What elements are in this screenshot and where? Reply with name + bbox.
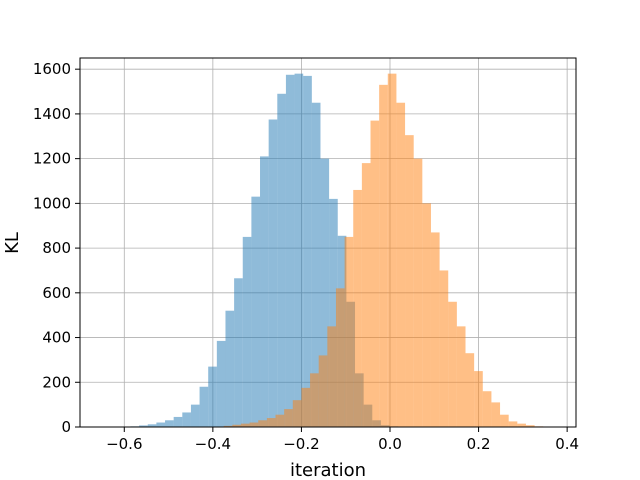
histogram-bar-series-1 — [329, 198, 338, 427]
histogram-bars — [113, 73, 552, 428]
histogram-bar-series-2 — [223, 425, 233, 427]
histogram-bar-series-1 — [156, 422, 166, 427]
y-tick-label: 1400 — [33, 105, 71, 123]
histogram-bar-series-2 — [465, 353, 475, 427]
histogram-bar-series-1 — [242, 236, 252, 427]
histogram-bar-series-2 — [379, 84, 388, 427]
histogram-bar-series-2 — [232, 424, 241, 427]
histogram-bar-series-1 — [260, 156, 269, 427]
histogram-bar-series-2 — [413, 158, 423, 428]
y-tick-label: 600 — [42, 284, 71, 302]
histogram-bar-series-2 — [491, 402, 501, 427]
histogram-bar-series-1 — [208, 366, 217, 427]
histogram-bar-series-1 — [165, 420, 174, 427]
histogram-bar-series-2 — [405, 135, 414, 427]
histogram-bar-series-1 — [199, 386, 209, 427]
y-axis-label: KL — [2, 232, 23, 254]
y-tick-label: 200 — [42, 373, 71, 391]
x-tick-label: −0.6 — [106, 435, 142, 453]
histogram-bar-series-2 — [344, 236, 354, 427]
histogram-bar-series-2 — [430, 232, 440, 427]
histogram-bar-series-1 — [294, 73, 304, 428]
histogram-bar-series-1 — [268, 119, 278, 427]
histogram-bar-series-2 — [500, 414, 509, 427]
histogram-bar-series-2 — [301, 387, 311, 427]
x-tick-label: −0.4 — [195, 435, 231, 453]
histogram-bar-series-1 — [234, 278, 243, 427]
plot-frame — [79, 57, 577, 428]
histogram-bar-series-2 — [508, 421, 518, 427]
histogram-bar-series-1 — [285, 74, 295, 427]
histogram-bar-series-2 — [275, 414, 285, 427]
histogram-bar-series-2 — [396, 102, 406, 428]
x-axis-label: iteration — [290, 460, 366, 480]
histogram-bar-series-2 — [456, 326, 466, 427]
x-tick-label: 0.2 — [467, 435, 491, 453]
histogram-bar-series-2 — [525, 425, 535, 427]
histogram-bar-series-2 — [318, 355, 328, 427]
histogram-bar-series-2 — [258, 420, 267, 427]
histogram-bar-series-2 — [310, 373, 319, 427]
histogram-bar-series-2 — [422, 203, 431, 427]
y-tick-label: 400 — [42, 329, 71, 347]
histogram-bar-series-2 — [284, 409, 293, 427]
histogram-bar-series-1 — [147, 424, 157, 427]
histogram-bar-series-2 — [335, 288, 345, 427]
y-tick-label: 0 — [61, 418, 71, 436]
histogram-bar-series-2 — [292, 400, 302, 427]
histogram-bar-series-2 — [361, 163, 371, 428]
histogram-bar-series-2 — [240, 423, 250, 427]
y-tick-label: 1000 — [33, 194, 71, 212]
y-tick-label: 1600 — [33, 60, 71, 78]
histogram-bar-series-2 — [353, 189, 362, 427]
x-tick-label: 0.4 — [555, 435, 579, 453]
histogram-bar-series-1 — [182, 412, 191, 427]
histogram-bar-series-1 — [320, 158, 330, 428]
histogram-bar-series-1 — [173, 416, 183, 427]
histogram-bar-series-1 — [216, 340, 226, 427]
histogram-bar-series-2 — [370, 120, 380, 428]
histogram-bar-series-2 — [249, 422, 259, 427]
histogram-bar-series-1 — [251, 196, 261, 427]
x-tick-label: −0.2 — [283, 435, 319, 453]
histogram-bar-series-1 — [225, 310, 235, 427]
y-tick-label: 1200 — [33, 150, 71, 168]
histogram-bar-series-2 — [387, 73, 397, 428]
histogram-bar-series-2 — [439, 270, 449, 427]
histogram-bar-series-1 — [190, 404, 200, 427]
histogram-bar-series-1 — [311, 102, 321, 428]
x-tick-label: 0.0 — [378, 435, 402, 453]
histogram-bar-series-2 — [327, 326, 336, 427]
histogram-bar-series-2 — [474, 371, 483, 427]
y-tick-label: 800 — [42, 239, 71, 257]
axis-ticks: −0.6 −0.4 −0.2 0.0 0.2 0.4 0 200 400 600 800 1000 12… — [33, 60, 579, 453]
histogram-bar-series-2 — [266, 418, 276, 427]
histogram-bar-series-1 — [277, 93, 286, 428]
histogram-bar-series-2 — [482, 391, 492, 427]
histogram-bar-series-2 — [448, 301, 457, 427]
histogram-bar-series-2 — [517, 423, 526, 427]
histogram-bar-series-1 — [303, 75, 312, 428]
histogram-bar-series-1 — [139, 425, 148, 427]
